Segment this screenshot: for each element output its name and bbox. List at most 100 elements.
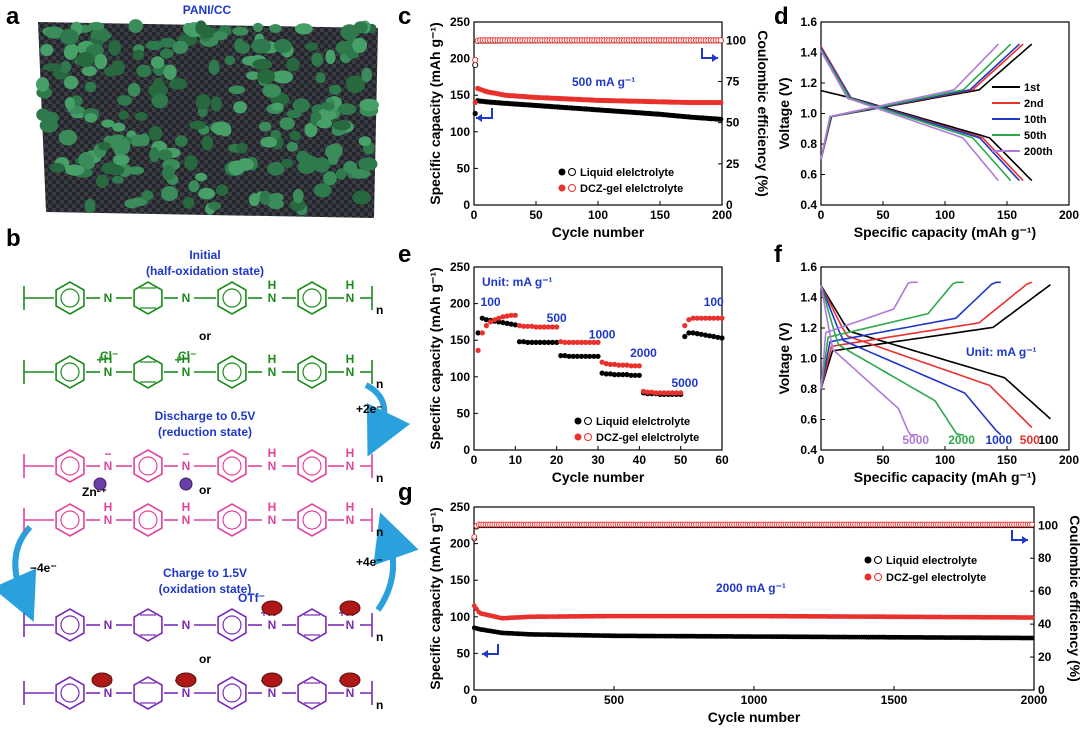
pani-particle: [49, 162, 65, 173]
legend-label: DCZ-gel elelctrolyte: [580, 183, 683, 195]
legend-marker-hollow: [874, 556, 882, 564]
rate-label: 500: [547, 311, 567, 325]
aromatic-circle: [302, 456, 322, 476]
data-point: [718, 116, 724, 122]
panel-letter-e: e: [398, 241, 411, 268]
pani-particle: [279, 117, 295, 130]
series-e8312c: [475, 312, 725, 396]
data-point: [562, 339, 568, 345]
data-point: [516, 323, 523, 329]
data-point: [516, 339, 523, 345]
pani-particle: [101, 162, 119, 174]
pani-particle: [94, 53, 108, 70]
nitrogen-atom: N: [104, 618, 113, 632]
pani-particle: [328, 84, 342, 95]
ring: [55, 355, 85, 389]
pani-particle: [92, 31, 112, 41]
bracket-left: [23, 360, 30, 384]
hydrogen-atom: H: [346, 446, 355, 460]
pani-particle: [215, 184, 229, 196]
data-point: [529, 339, 535, 345]
rate-label: 100: [1038, 433, 1058, 447]
plot-frame: [473, 506, 1035, 691]
pani-particle: [358, 157, 378, 171]
ion-triflate: OTf⁻: [238, 591, 265, 605]
x-axis-label: Specific capacity (mAh g⁻¹): [854, 224, 1036, 240]
pani-particle: [175, 135, 188, 147]
data-point: [711, 315, 717, 321]
pani-particle: [195, 20, 207, 35]
pani-particle: [117, 95, 133, 106]
x-tick-label: 1000: [741, 693, 768, 707]
label-or-2: or: [199, 483, 211, 497]
data-point: [707, 333, 713, 339]
y-axis-label: Voltage (V): [776, 77, 792, 149]
curve-2000: [820, 281, 964, 436]
aromatic-circle: [222, 615, 242, 635]
nitrogen-atom: N: [268, 513, 277, 527]
pani-particle: [236, 142, 248, 154]
y-tick-label: 1.0: [800, 107, 817, 121]
data-point: [521, 339, 527, 345]
x-tick-label: 150: [997, 208, 1017, 222]
pani-particle: [182, 22, 194, 35]
data-point: [694, 331, 700, 337]
y-tick-label: 0.8: [800, 137, 817, 151]
pani-particle: [58, 129, 78, 146]
pani-particle: [252, 22, 264, 33]
data-point: [678, 390, 684, 396]
pani-particle: [352, 190, 371, 205]
pani-particle: [132, 49, 144, 61]
pani-particle: [289, 199, 306, 212]
rate-label: 100: [481, 295, 501, 309]
data-point: [566, 339, 572, 345]
y2-tick-label: 100: [1038, 518, 1058, 532]
data-point: [607, 371, 614, 377]
x-tick-label: 40: [633, 453, 647, 467]
aromatic-circle: [222, 456, 242, 476]
rate-label: 500: [1020, 433, 1040, 447]
pani-particle: [95, 174, 109, 189]
pani-particle: [104, 66, 119, 77]
charge-curve: [820, 43, 1020, 160]
y2-tick-label: 100: [726, 33, 746, 47]
pani-particle: [189, 120, 207, 130]
y-tick-label: 250: [450, 500, 470, 514]
aromatic-circle: [60, 456, 80, 476]
data-point: [715, 315, 721, 321]
aromatic-circle: [60, 683, 80, 703]
triflate-ion: [175, 672, 197, 688]
charge-plus: +: [338, 606, 345, 620]
y-tick-label: 50: [457, 406, 471, 420]
y-tick-label: 50: [457, 646, 471, 660]
data-point: [554, 324, 560, 330]
data-point: [599, 359, 605, 365]
data-point: [1029, 615, 1035, 620]
ring: [297, 355, 327, 389]
pani-particle: [233, 101, 248, 114]
pani-particle: [358, 136, 372, 147]
data-point: [545, 324, 552, 330]
y-tick-label: 0.4: [800, 443, 817, 457]
data-point: [1029, 521, 1035, 528]
pani-particle: [294, 23, 313, 35]
data-point: [698, 331, 704, 337]
y-tick-label: 100: [450, 125, 470, 139]
ring: [297, 676, 327, 710]
pani-particle: [108, 40, 121, 56]
data-point: [504, 313, 510, 319]
nitrogen-atom: N: [104, 291, 113, 305]
data-point: [686, 330, 692, 336]
triflate-ion: [91, 672, 113, 688]
data-point: [541, 324, 547, 330]
label-or-1: or: [199, 329, 211, 343]
ring: [217, 355, 247, 389]
data-point: [669, 390, 676, 396]
pani-particles: [36, 19, 380, 216]
data-point: [686, 317, 692, 323]
triflate-ion: [339, 672, 361, 688]
pani-particle: [274, 39, 292, 54]
ring: [133, 676, 163, 710]
series-ce-e8312c: [472, 37, 724, 64]
